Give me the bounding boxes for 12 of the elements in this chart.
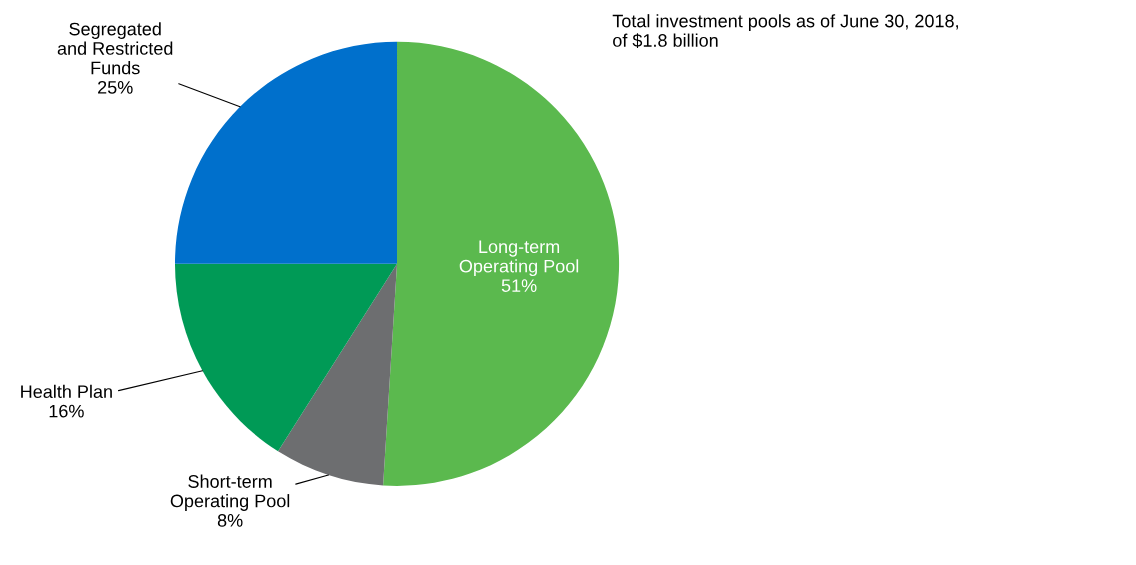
pie-slice <box>278 263 398 486</box>
slice-label: Long-term Operating Pool <box>459 240 579 277</box>
slice-label: Segregated and Restricted Funds <box>57 22 173 75</box>
slice-label: Health Plan <box>21 384 112 399</box>
pie-slice <box>174 41 398 264</box>
text: Total investment pools as of June 30, 2018, of $1.8 billion <box>612 14 958 48</box>
data-label: 25% <box>98 80 133 94</box>
data-label: 8% <box>217 513 243 527</box>
pie-slice <box>174 263 398 452</box>
data-label: 16% <box>49 404 84 418</box>
slice-label: Short-term Operating Pool <box>170 474 290 511</box>
data-label: 51% <box>501 279 537 292</box>
